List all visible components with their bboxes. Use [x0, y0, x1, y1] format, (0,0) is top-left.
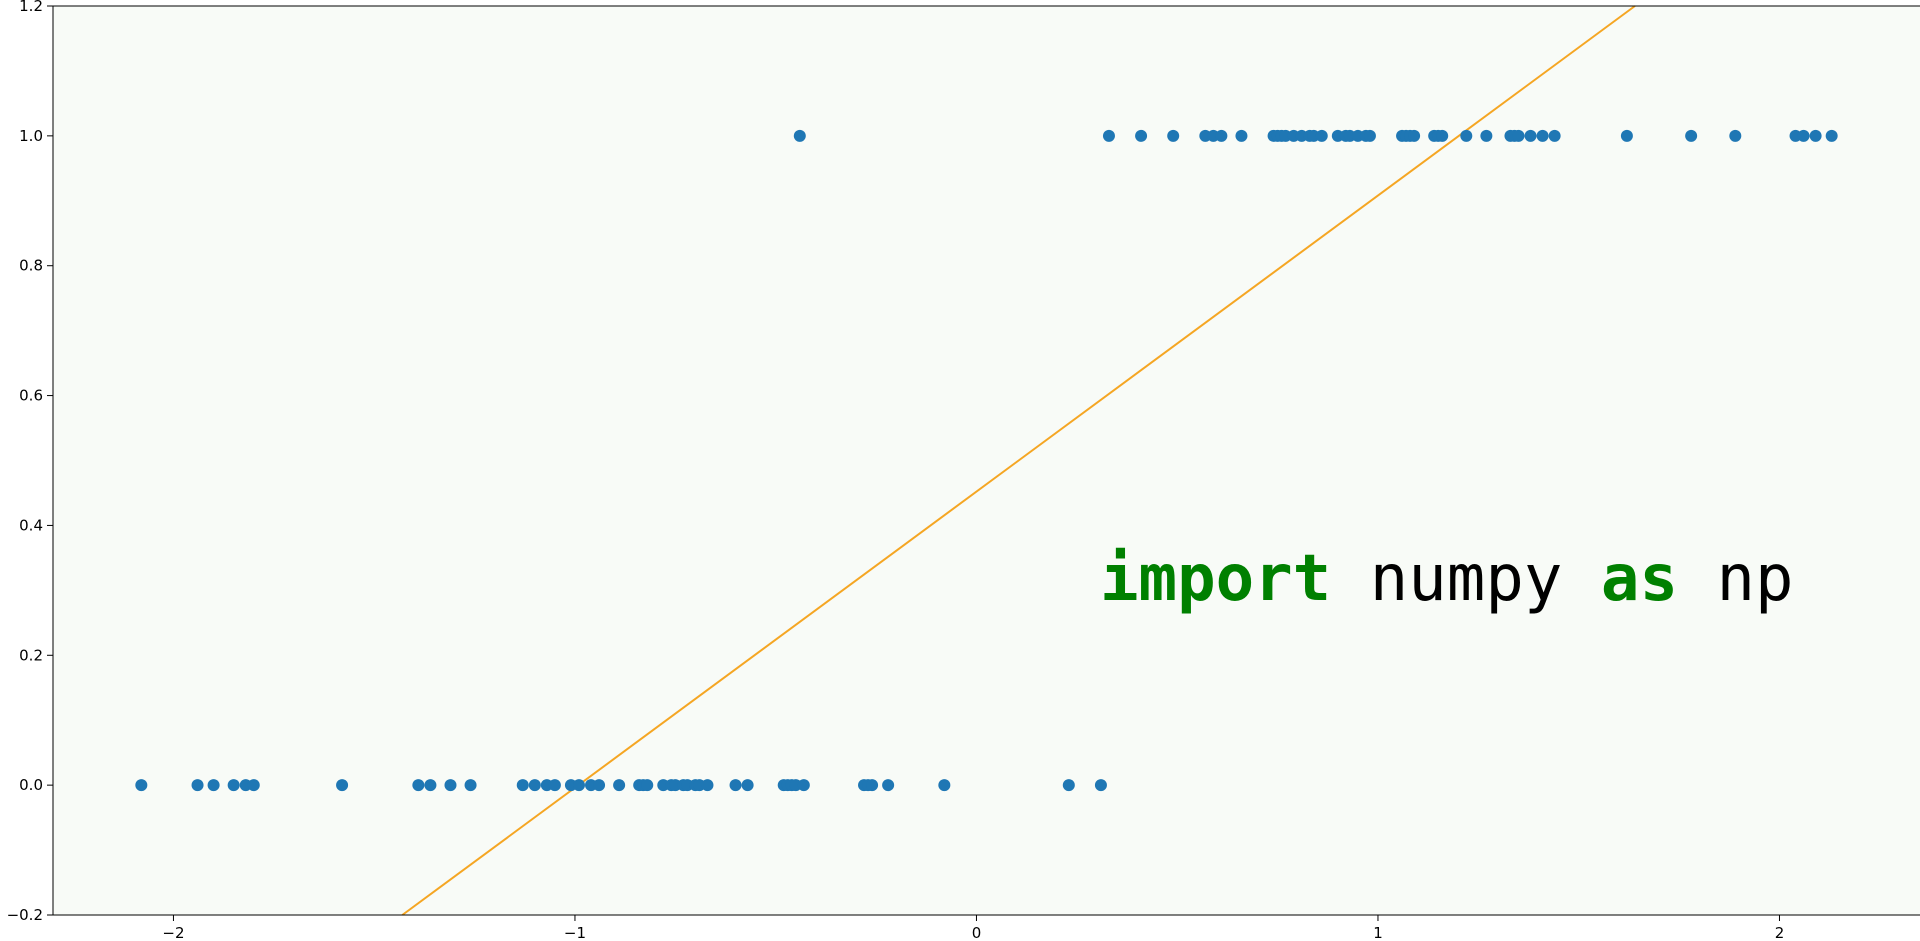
data-point: [191, 779, 204, 792]
data-point: [701, 779, 714, 792]
data-point: [1480, 129, 1493, 142]
data-point: [866, 779, 879, 792]
data-point: [227, 779, 240, 792]
data-point: [1215, 129, 1228, 142]
y-tick-label: 0.0: [19, 776, 43, 794]
data-point: [1797, 129, 1810, 142]
code-annotation: import numpy as np: [1100, 542, 1794, 616]
code-module-name: numpy: [1331, 542, 1601, 616]
data-point: [1460, 129, 1473, 142]
data-point: [882, 779, 895, 792]
x-tick-label: 2: [1775, 924, 1785, 941]
data-point: [1524, 129, 1537, 142]
y-tick-label: 0.8: [19, 257, 43, 275]
data-point: [572, 779, 585, 792]
data-point: [516, 779, 529, 792]
data-point: [528, 779, 541, 792]
fit-line: [401, 5, 1636, 916]
y-tick-label: 0.6: [19, 387, 43, 405]
data-point: [1436, 129, 1449, 142]
data-point: [247, 779, 260, 792]
data-point: [1685, 129, 1698, 142]
data-point: [424, 779, 437, 792]
data-point: [1620, 129, 1633, 142]
data-point: [207, 779, 220, 792]
data-point: [336, 779, 349, 792]
data-point: [1408, 129, 1421, 142]
data-point: [1167, 129, 1180, 142]
y-tick-label: 0.2: [19, 646, 43, 664]
code-as-keyword: as: [1601, 542, 1678, 616]
data-point: [1315, 129, 1328, 142]
x-tick-label: −1: [564, 924, 586, 941]
code-alias: np: [1678, 542, 1794, 616]
data-point: [741, 779, 754, 792]
data-point: [1809, 129, 1822, 142]
data-point: [797, 779, 810, 792]
data-point: [1729, 129, 1742, 142]
data-point: [1512, 129, 1525, 142]
data-point: [444, 779, 457, 792]
data-point: [593, 779, 606, 792]
data-point: [793, 129, 806, 142]
data-point: [464, 779, 477, 792]
plot-background: [53, 6, 1920, 915]
data-marks: [135, 5, 1838, 916]
data-point: [412, 779, 425, 792]
data-point: [938, 779, 951, 792]
y-axis: −0.2 0.0 0.2 0.4 0.6 0.8 1.0 1.2: [7, 0, 53, 924]
code-import-keyword: import: [1100, 542, 1331, 616]
data-point: [548, 779, 561, 792]
data-point: [1825, 129, 1838, 142]
data-point: [135, 779, 148, 792]
y-tick-label: −0.2: [7, 906, 43, 924]
data-point: [1235, 129, 1248, 142]
y-tick-label: 1.2: [19, 0, 43, 15]
data-point: [1548, 129, 1561, 142]
data-point: [1094, 779, 1107, 792]
x-tick-label: 1: [1373, 924, 1383, 941]
x-axis: −2 −1 0 1 2: [162, 915, 1784, 941]
data-point: [641, 779, 654, 792]
y-tick-label: 0.4: [19, 516, 43, 534]
x-tick-label: 0: [972, 924, 982, 941]
data-point: [1536, 129, 1549, 142]
data-point: [1135, 129, 1148, 142]
data-point: [729, 779, 742, 792]
data-point: [1363, 129, 1376, 142]
data-point: [613, 779, 626, 792]
data-point: [1102, 129, 1115, 142]
x-tick-label: −2: [162, 924, 184, 941]
y-tick-label: 1.0: [19, 127, 43, 145]
data-point: [1062, 779, 1075, 792]
